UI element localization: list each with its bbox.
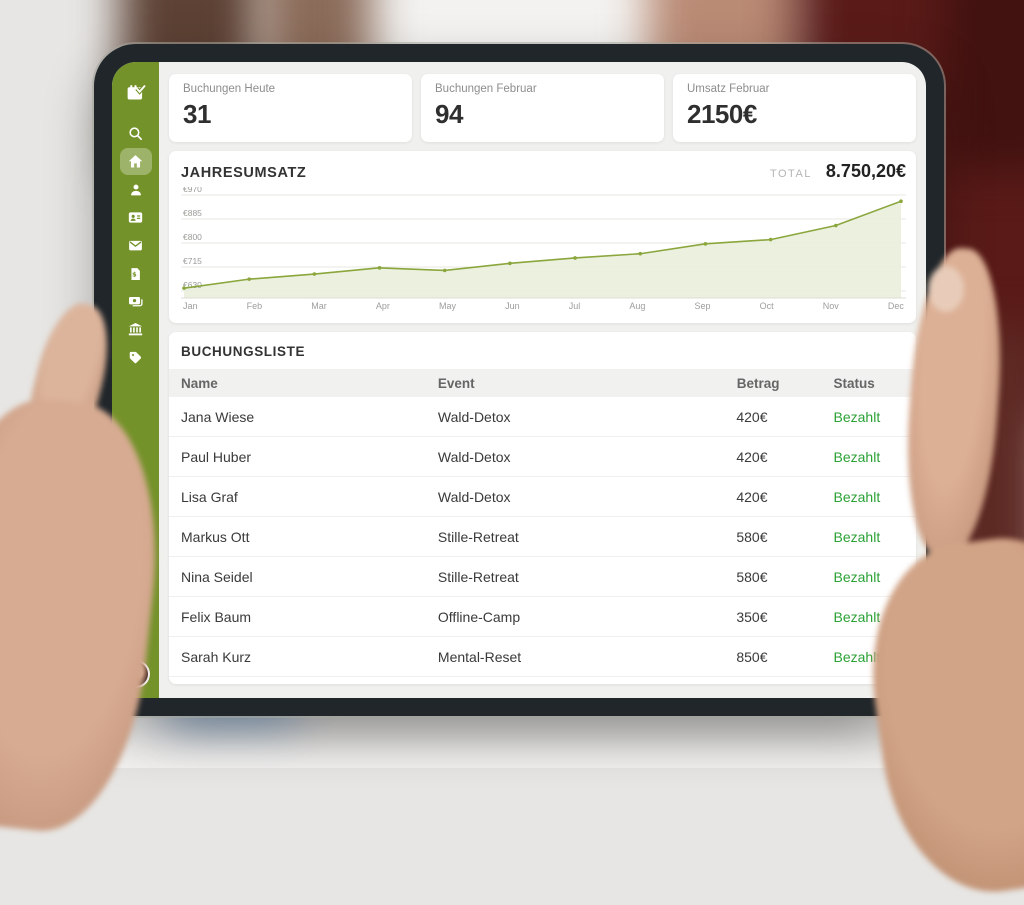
chart-title: JAHRESUMSATZ — [181, 165, 307, 181]
cell-name: Felix Baum — [181, 608, 252, 625]
cell-betrag: 580€ — [736, 568, 768, 585]
cell-betrag: 350€ — [736, 608, 768, 625]
cell-event: Wald-Detox — [437, 488, 511, 505]
table-row[interactable]: Felix Baum Offline-Camp 350€ Bezahlt — [169, 597, 916, 637]
stat-label: Buchungen Heute — [183, 83, 276, 95]
table-title: BUCHUNGSLISTE — [181, 344, 306, 359]
cell-name: Paul Huber — [181, 448, 252, 465]
stat-card-bookings-february: Buchungen Februar 94 — [421, 74, 664, 142]
month-label: Sep — [694, 301, 711, 311]
cell-name: Lisa Graf — [181, 488, 238, 505]
svg-text:€970: €970 — [183, 187, 202, 194]
revenue-line-chart: €970 €885 €800 €715 €630 — [181, 184, 906, 299]
cell-status: Bezahlt — [833, 488, 881, 505]
stat-label: Buchungen Februar — [435, 83, 537, 95]
search-icon[interactable] — [120, 120, 152, 147]
cell-event: Stille-Retreat — [437, 568, 519, 585]
month-label: Oct — [759, 301, 774, 311]
right-thumbnail — [928, 266, 964, 312]
month-label: Apr — [375, 301, 390, 311]
table-row[interactable]: Markus Ott Stille-Retreat 580€ Bezahlt — [169, 517, 916, 557]
booking-table-body: Jana Wiese Wald-Detox 420€ Bezahlt Paul Hube… — [169, 397, 916, 677]
month-label: Jan — [183, 301, 198, 311]
month-label: Feb — [246, 301, 263, 311]
invoices-icon[interactable]: $ — [120, 260, 152, 287]
cell-name: Nina Seidel — [181, 568, 253, 585]
contacts-icon[interactable] — [120, 204, 152, 231]
background-blur — [945, 0, 1024, 170]
app-screen: $ — [112, 62, 926, 698]
svg-text:€800: €800 — [183, 232, 202, 242]
cell-betrag: 420€ — [736, 408, 768, 425]
cell-name: Jana Wiese — [181, 408, 255, 425]
month-label: Nov — [822, 301, 839, 311]
cell-event: Stille-Retreat — [437, 528, 519, 545]
chart-header: JAHRESUMSATZ TOTAL 8.750,20€ — [181, 161, 906, 187]
chart-total: TOTAL 8.750,20€ — [770, 161, 906, 182]
cell-event: Mental-Reset — [437, 648, 522, 665]
tablet-device: $ — [94, 44, 944, 716]
chart-svg: €970 €885 €800 €715 €630 — [181, 184, 906, 299]
stat-value: 2150€ — [687, 99, 757, 129]
customers-icon[interactable] — [120, 176, 152, 203]
column-header-name: Name — [181, 375, 218, 391]
cell-event: Offline-Camp — [437, 608, 521, 625]
right-hand — [854, 240, 1024, 905]
left-hand — [0, 290, 180, 841]
cell-betrag: 420€ — [736, 488, 768, 505]
home-icon[interactable] — [119, 148, 152, 175]
month-label: Aug — [629, 301, 646, 311]
tags-icon[interactable] — [120, 344, 152, 371]
stat-value: 31 — [183, 99, 211, 129]
table-header: Name Event Betrag Status — [169, 369, 916, 397]
cell-status: Bezahlt — [833, 408, 881, 425]
svg-text:€885: €885 — [183, 208, 202, 218]
svg-text:$: $ — [132, 270, 137, 278]
dashboard-main: Buchungen Heute 31 Buchungen Februar 94 … — [159, 62, 926, 698]
cell-status: Bezahlt — [833, 648, 881, 665]
chart-month-labels: Jan Feb Mar Apr May Jun Jul Aug Sep Oct Nov Dec — [181, 299, 906, 311]
month-label: Dec — [887, 301, 904, 311]
annual-revenue-chart-card: JAHRESUMSATZ TOTAL 8.750,20€ €970 €885 €80… — [169, 151, 916, 323]
cell-betrag: 420€ — [736, 448, 768, 465]
mail-icon[interactable] — [120, 232, 152, 259]
total-value: 8.750,20€ — [825, 161, 906, 181]
bookings-logo-icon[interactable] — [120, 76, 152, 108]
table-row[interactable]: Lisa Graf Wald-Detox 420€ Bezahlt — [169, 477, 916, 517]
cell-betrag: 580€ — [736, 528, 768, 545]
bank-icon[interactable] — [120, 316, 152, 343]
table-row[interactable]: Jana Wiese Wald-Detox 420€ Bezahlt — [169, 397, 916, 437]
cell-name: Markus Ott — [181, 528, 250, 545]
svg-text:€630: €630 — [183, 280, 202, 290]
table-row[interactable]: Nina Seidel Stille-Retreat 580€ Bezahlt — [169, 557, 916, 597]
table-row[interactable]: Sarah Kurz Mental-Reset 850€ Bezahlt — [169, 637, 916, 677]
cell-status: Bezahlt — [833, 568, 881, 585]
table-row[interactable]: Paul Huber Wald-Detox 420€ Bezahlt — [169, 437, 916, 477]
stat-card-revenue-february: Umsatz Februar 2150€ — [673, 74, 916, 142]
month-label: Jul — [568, 301, 581, 311]
total-label: TOTAL — [769, 168, 812, 180]
svg-text:€715: €715 — [183, 256, 202, 266]
left-palm — [0, 389, 172, 841]
month-label: May — [438, 301, 456, 311]
column-header-event: Event — [437, 375, 475, 391]
month-label: Mar — [311, 301, 327, 311]
stats-row: Buchungen Heute 31 Buchungen Februar 94 … — [169, 74, 916, 142]
cell-name: Sarah Kurz — [181, 648, 252, 665]
cell-status: Bezahlt — [833, 448, 881, 465]
stat-card-bookings-today: Buchungen Heute 31 — [169, 74, 412, 142]
month-label: Jun — [505, 301, 520, 311]
cell-status: Bezahlt — [833, 528, 881, 545]
right-palm — [854, 525, 1024, 905]
booking-list-card: BUCHUNGSLISTE Name Event Betrag Status J… — [169, 332, 916, 684]
cell-status: Bezahlt — [833, 608, 881, 625]
cell-betrag: 850€ — [736, 648, 768, 665]
column-header-status: Status — [833, 375, 875, 391]
cell-event: Wald-Detox — [437, 408, 511, 425]
stat-label: Umsatz Februar — [687, 83, 770, 95]
payments-icon[interactable] — [120, 288, 152, 315]
stat-value: 94 — [435, 99, 463, 129]
column-header-betrag: Betrag — [736, 375, 780, 391]
cell-event: Wald-Detox — [437, 448, 511, 465]
